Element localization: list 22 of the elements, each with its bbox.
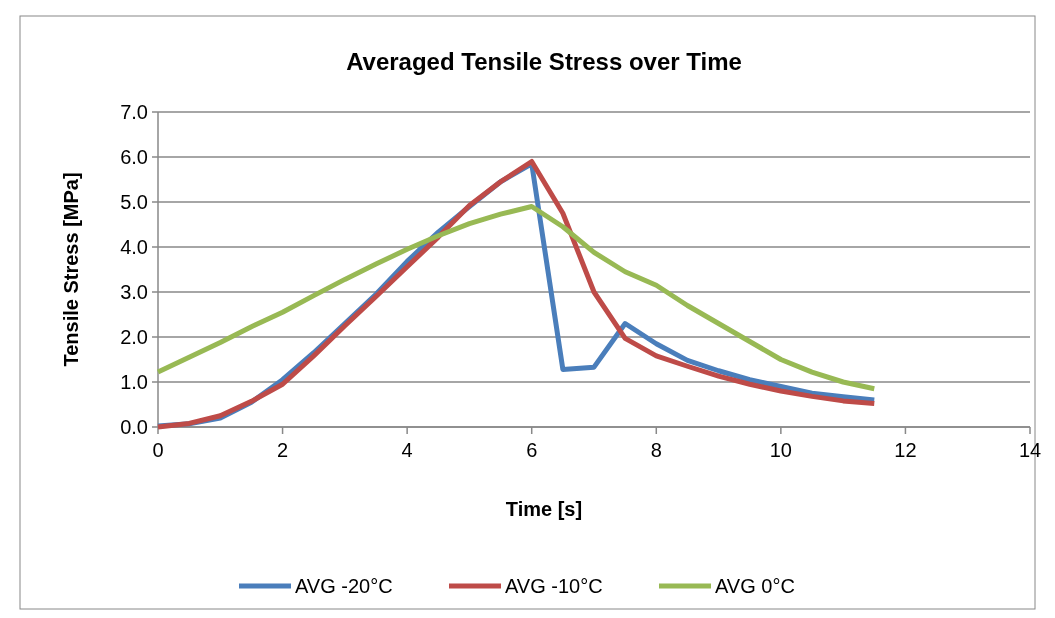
legend-label: AVG 0°C — [715, 575, 795, 597]
chart-title: Averaged Tensile Stress over Time — [346, 48, 742, 75]
y-tick-label: 3.0 — [120, 281, 148, 303]
y-tick-label: 2.0 — [120, 326, 148, 348]
x-tick-label: 6 — [526, 439, 538, 461]
y-tick-label: 4.0 — [120, 236, 148, 258]
x-tick-label: 12 — [894, 439, 917, 461]
x-tick-label: 10 — [769, 439, 792, 461]
legend-label: AVG -10°C — [505, 575, 603, 597]
y-tick-label: 0.0 — [120, 416, 148, 438]
y-axis-title: Tensile Stress [MPa] — [60, 172, 82, 367]
y-tick-label: 1.0 — [120, 371, 148, 393]
x-tick-label: 14 — [1018, 439, 1042, 461]
y-tick-label: 7.0 — [120, 101, 148, 123]
x-tick-label: 4 — [401, 439, 413, 461]
y-tick-label: 5.0 — [120, 191, 148, 213]
x-tick-label: 0 — [152, 439, 164, 461]
x-tick-label: 2 — [277, 439, 289, 461]
y-tick-label: 6.0 — [120, 146, 148, 168]
x-tick-label: 8 — [650, 439, 662, 461]
legend-label: AVG -20°C — [295, 575, 393, 597]
x-axis-title: Time [s] — [505, 498, 583, 520]
